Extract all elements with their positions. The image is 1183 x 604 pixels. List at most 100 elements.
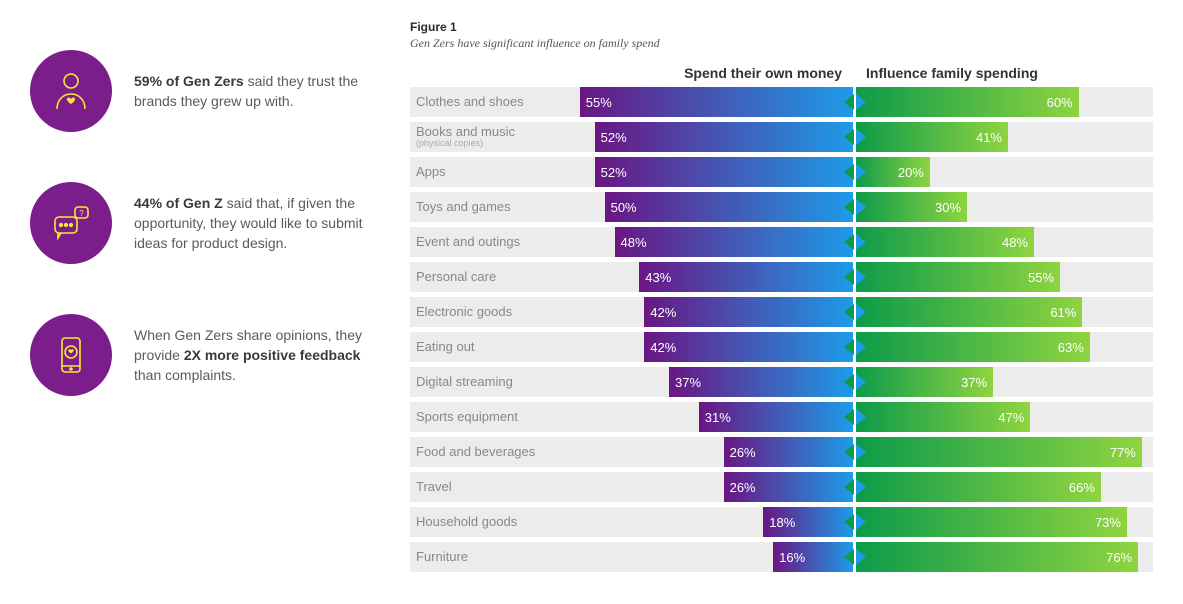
row-label: Eating out <box>410 332 555 362</box>
pct-left: 42% <box>650 340 676 355</box>
pct-left: 52% <box>601 130 627 145</box>
header-left: Spend their own money <box>555 65 852 81</box>
bar-left-area: 52% <box>555 122 853 152</box>
bar-left-area: 26% <box>555 437 853 467</box>
pct-left: 50% <box>611 200 637 215</box>
stat-bold-2: 44% of Gen Z <box>134 195 223 211</box>
chart-row: Digital streaming 37% 37% <box>410 367 1153 397</box>
pct-left: 37% <box>675 375 701 390</box>
pct-left: 52% <box>601 165 627 180</box>
pct-right: 37% <box>961 375 987 390</box>
pct-left: 26% <box>730 445 756 460</box>
row-label: Books and music(physical copies) <box>410 122 555 152</box>
bar-right-area: 30% <box>856 192 1154 222</box>
bar-left-area: 37% <box>555 367 853 397</box>
pct-left: 16% <box>779 550 805 565</box>
row-label: Sports equipment <box>410 402 555 432</box>
row-label: Digital streaming <box>410 367 555 397</box>
bar-right-area: 41% <box>856 122 1154 152</box>
stat-block-3: When Gen Zers share opinions, they provi… <box>30 314 380 396</box>
pct-left: 31% <box>705 410 731 425</box>
bar-right-area: 47% <box>856 402 1154 432</box>
pct-left: 43% <box>645 270 671 285</box>
bar-left-area: 43% <box>555 262 853 292</box>
person-heart-icon <box>30 50 112 132</box>
pct-right: 61% <box>1050 305 1076 320</box>
pct-left: 18% <box>769 515 795 530</box>
pct-right: 48% <box>1002 235 1028 250</box>
bar-right-area: 66% <box>856 472 1154 502</box>
chart-row: Clothes and shoes 55% 60% <box>410 87 1153 117</box>
stat-bold-1: 59% of Gen Zers <box>134 73 244 89</box>
chart-row: Electronic goods 42% 61% <box>410 297 1153 327</box>
chart-row: Sports equipment 31% 47% <box>410 402 1153 432</box>
bar-left-area: 16% <box>555 542 853 572</box>
chart-rows: Clothes and shoes 55% 60% Books and music(p… <box>410 87 1153 572</box>
row-label: Household goods <box>410 507 555 537</box>
chart-row: Apps 52% 20% <box>410 157 1153 187</box>
bar-right-area: 63% <box>856 332 1154 362</box>
bar-right-area: 77% <box>856 437 1154 467</box>
row-label: Personal care <box>410 262 555 292</box>
bar-right-area: 73% <box>856 507 1154 537</box>
bar-left-area: 18% <box>555 507 853 537</box>
row-label: Apps <box>410 157 555 187</box>
pct-right: 66% <box>1069 480 1095 495</box>
pct-right: 47% <box>998 410 1024 425</box>
figure-title: Figure 1 <box>410 20 1153 34</box>
row-label: Event and outings <box>410 227 555 257</box>
pct-right: 41% <box>976 130 1002 145</box>
bar-left-area: 31% <box>555 402 853 432</box>
chart-row: Event and outings 48% 48% <box>410 227 1153 257</box>
bar-left-area: 55% <box>555 87 853 117</box>
row-label: Electronic goods <box>410 297 555 327</box>
chart-headers: Spend their own money Influence family s… <box>410 65 1153 81</box>
pct-right: 30% <box>935 200 961 215</box>
bar-right-area: 76% <box>856 542 1154 572</box>
bar-right-area: 48% <box>856 227 1154 257</box>
pct-left: 48% <box>621 235 647 250</box>
pct-right: 63% <box>1058 340 1084 355</box>
pct-right: 77% <box>1110 445 1136 460</box>
pct-right: 73% <box>1095 515 1121 530</box>
stat-text-2: 44% of Gen Z said that, if given the opp… <box>134 193 380 254</box>
pct-right: 76% <box>1106 550 1132 565</box>
svg-text:?: ? <box>79 209 84 218</box>
figure-subtitle: Gen Zers have significant influence on f… <box>410 36 1153 51</box>
row-label: Food and beverages <box>410 437 555 467</box>
stat-block-1: 59% of Gen Zers said they trust the bran… <box>30 50 380 132</box>
chart-row: Travel26%66% <box>410 472 1153 502</box>
stat-block-2: ? 44% of Gen Z said that, if given the o… <box>30 182 380 264</box>
stat-rest-3: than complaints. <box>134 367 236 383</box>
pct-left: 42% <box>650 305 676 320</box>
pct-left: 55% <box>586 95 612 110</box>
bar-left-area: 50% <box>555 192 853 222</box>
bar-left-area: 48% <box>555 227 853 257</box>
chart-row: Furniture 16% 76% <box>410 542 1153 572</box>
row-label: Clothes and shoes <box>410 87 555 117</box>
pct-right: 60% <box>1047 95 1073 110</box>
left-stats-column: 59% of Gen Zers said they trust the bran… <box>30 20 410 584</box>
bar-right-area: 61% <box>856 297 1154 327</box>
chart-row: Personal care 43% 55% <box>410 262 1153 292</box>
bar-left-area: 52% <box>555 157 853 187</box>
chart-row: Food and beverages 26% 77% <box>410 437 1153 467</box>
pct-right: 55% <box>1028 270 1054 285</box>
stat-text-3: When Gen Zers share opinions, they provi… <box>134 325 380 386</box>
chart-row: Eating out 42% 63% <box>410 332 1153 362</box>
bar-right-area: 20% <box>856 157 1154 187</box>
bar-right-area: 60% <box>856 87 1154 117</box>
bar-right-area: 37% <box>856 367 1154 397</box>
chart-row: Household goods 18% 73% <box>410 507 1153 537</box>
pct-right: 20% <box>898 165 924 180</box>
figure-column: Figure 1 Gen Zers have significant influ… <box>410 20 1153 584</box>
bar-left-area: 42% <box>555 297 853 327</box>
bar-left-area: 26% <box>555 472 853 502</box>
row-label: Furniture <box>410 542 555 572</box>
bar-right-area: 55% <box>856 262 1154 292</box>
header-right: Influence family spending <box>852 65 1153 81</box>
chart-row: Books and music(physical copies) 52% 41% <box>410 122 1153 152</box>
stat-text-1: 59% of Gen Zers said they trust the bran… <box>134 71 380 112</box>
diverging-bar-chart: Spend their own money Influence family s… <box>410 65 1153 572</box>
chart-row: Toys and games50%30% <box>410 192 1153 222</box>
